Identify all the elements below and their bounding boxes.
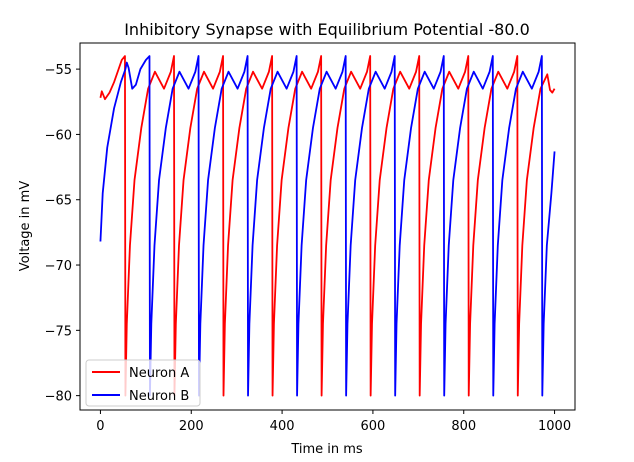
x-tick-label: 200 bbox=[179, 419, 204, 434]
legend-label-neuron-a: Neuron A bbox=[129, 366, 189, 381]
y-tick-label: −60 bbox=[45, 128, 72, 143]
x-axis-title: Time in ms bbox=[290, 442, 363, 457]
x-tick-label: 0 bbox=[96, 419, 104, 434]
x-axis: 0 200 400 600 800 1000 bbox=[96, 410, 571, 434]
y-axis-title: Voltage in mV bbox=[18, 181, 33, 272]
axes-frame bbox=[79, 42, 576, 411]
legend-label-neuron-b: Neuron B bbox=[129, 389, 189, 404]
chart-title: Inhibitory Synapse with Equilibrium Pote… bbox=[124, 20, 530, 39]
x-tick-label: 600 bbox=[360, 419, 385, 434]
y-tick-label: −65 bbox=[45, 194, 72, 209]
x-tick-label: 400 bbox=[270, 419, 295, 434]
series-line-neuron-b bbox=[99, 55, 556, 397]
plot-area bbox=[99, 55, 556, 397]
y-tick-label: −75 bbox=[45, 324, 72, 339]
y-tick-label: −80 bbox=[45, 390, 72, 405]
x-tick-label: 1000 bbox=[538, 419, 571, 434]
legend: Neuron A Neuron B bbox=[85, 359, 201, 407]
series-layer bbox=[99, 55, 556, 397]
x-tick-label: 800 bbox=[451, 419, 476, 434]
y-tick-label: −55 bbox=[45, 63, 72, 78]
y-axis: −80 −75 −70 −65 −60 −55 bbox=[45, 63, 80, 405]
y-tick-label: −70 bbox=[45, 259, 72, 274]
series-line-neuron-a bbox=[99, 55, 556, 397]
